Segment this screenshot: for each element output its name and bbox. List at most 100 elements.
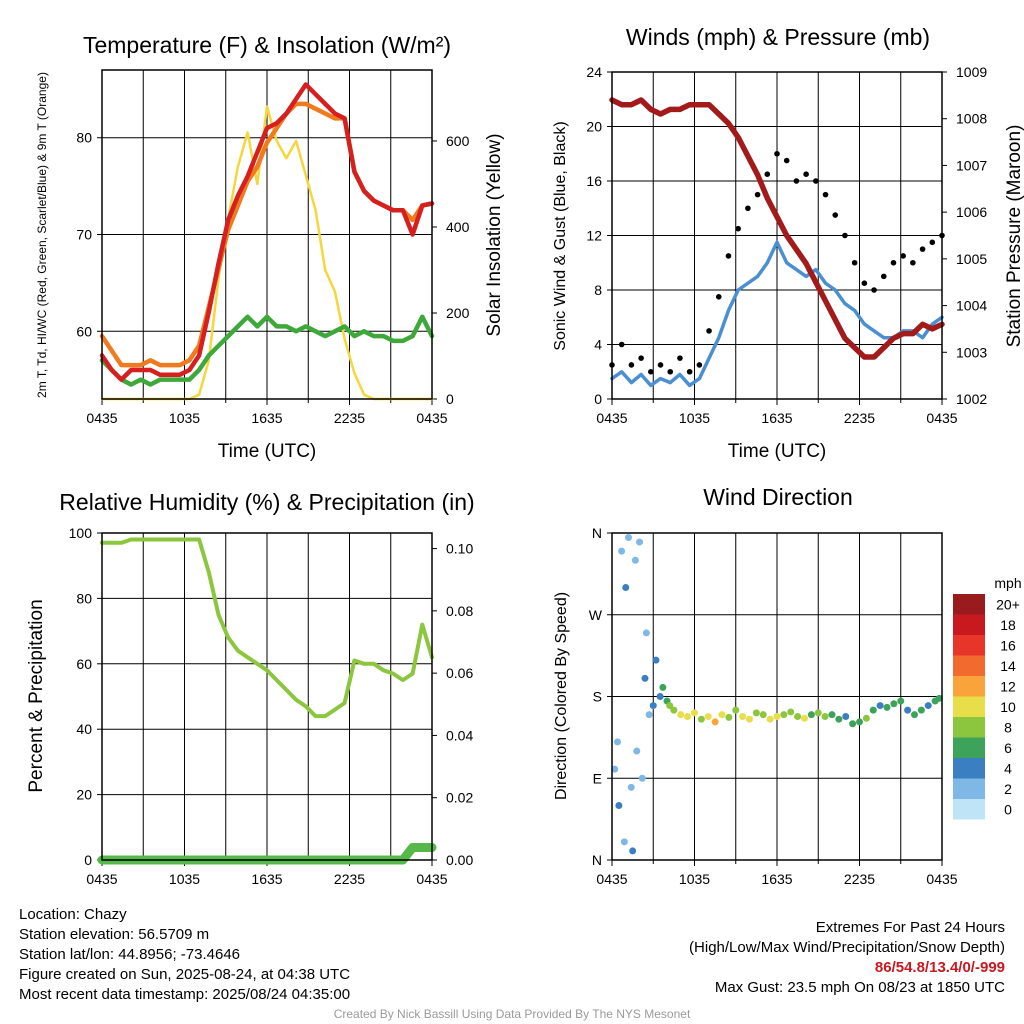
y-tick-label-right-0: 200 [446,305,470,321]
direction-point [615,802,623,809]
direction-point [904,706,912,714]
x-tick-label-2: 1635 [251,871,282,887]
figure-created: Figure created on Sun, 2025-08-24, at 04… [19,966,351,983]
gust-point [628,362,635,368]
legend-label: 0 [1004,801,1012,817]
y-tick-label-left-1: 8 [594,282,602,298]
x-tick-label-2: 1035 [169,871,200,887]
direction-point [627,783,635,791]
gust-point [880,273,887,280]
y-tick-label-right-0: 0 [446,391,454,407]
gust-point [919,246,926,252]
extremes-title: Extremes For Past 24 Hours [815,919,1005,936]
legend-label: 10 [1000,699,1016,715]
station-latlon: Station lat/lon: 44.8956; -73.4646 [19,946,241,963]
gust-point [677,355,683,361]
direction-point [924,702,932,710]
x-tick-label-0: 0435 [416,410,447,426]
legend-swatch [953,778,985,799]
y-tick-label-left-3: S [593,689,602,705]
y-tick-label-right-2: 0.08 [446,603,473,619]
direction-point [636,538,643,546]
x-tick-label-1: 2235 [844,410,875,426]
direction-point [684,712,692,720]
direction-point [642,629,650,637]
y-tick-label-left-3: W [589,607,603,623]
y-tick-label-left-1: 12 [586,228,602,244]
legend-label: 4 [1004,760,1012,776]
direction-point [883,703,891,711]
gust-point [871,287,877,293]
direction-point [773,712,781,720]
gust-point [648,368,654,375]
extremes-info: Extremes For Past 24 Hours (High/Low/Max… [689,918,1005,998]
direction-point [897,697,905,705]
direction-point [645,711,653,719]
y-tick-label-left-2: 100 [69,525,93,541]
chart-title-winds: Winds (mph) & Pressure (mb) [626,24,930,50]
legend-title: mph [994,575,1021,591]
legend-label: 16 [1000,637,1016,653]
y-tick-label-left-1: 0 [594,391,602,407]
y-axis-label-wind: Sonic Wind & Gust (Blue, Black) [552,121,569,350]
plot-frame-0 [101,69,433,400]
direction-point [814,709,822,717]
max-gust: Max Gust: 23.5 mph On 08/23 at 1850 UTC [714,979,1005,996]
series-line-relative-humidity [100,537,434,719]
y-tick-label-right-1: 1009 [956,64,987,80]
direction-point [835,715,843,723]
gust-point [822,191,829,198]
direction-point [620,838,628,846]
x-axis-label-temperature: Time (UTC) [218,441,317,462]
direction-point [652,656,660,664]
gust-point [706,328,712,334]
y-tick-label-right-1: 1008 [956,111,987,127]
direction-point [666,702,674,710]
gust-point [929,239,936,246]
direction-point [633,747,641,755]
y-axis-label-temperature: 2m T, Td, HI/WC (Red, Green, Scarlet/Blu… [35,72,49,398]
series-line-station-pressure [609,97,945,360]
y-tick-label-right-2: 0.02 [446,790,473,806]
y-tick-label-left-0: 60 [76,323,92,339]
legend-swatch [953,594,985,615]
direction-point [911,711,918,719]
direction-point [732,706,740,714]
y-tick-label-right-1: 1003 [956,344,987,360]
direction-point [842,712,850,720]
direction-point [917,706,925,714]
direction-point [677,711,685,719]
gust-point [900,253,906,259]
x-tick-label-1: 0435 [926,410,957,426]
direction-point [625,534,632,542]
y-tick-label-left-0: 80 [76,130,92,146]
x-tick-label-3: 0435 [596,871,627,887]
x-tick-label-3: 1035 [679,871,710,887]
direction-point [649,702,657,710]
extremes-values: 86/54.8/13.4/0/-999 [874,959,1005,976]
y-tick-label-left-3: N [592,852,602,868]
x-tick-label-1: 0435 [596,410,627,426]
gust-point [813,178,819,184]
y-tick-label-right-1: 1002 [956,391,987,407]
y-tick-label-left-3: N [592,525,602,541]
legend-label: 14 [1000,658,1016,674]
x-tick-label-2: 0435 [86,871,117,887]
y-tick-label-left-1: 16 [586,173,602,189]
gust-point [774,150,780,157]
direction-point [856,718,863,726]
y-tick-label-left-1: 4 [594,337,602,353]
gust-point [715,294,722,300]
y-tick-label-left-2: 40 [76,721,92,737]
legend-label: 8 [1004,719,1012,735]
x-tick-label-0: 2235 [334,410,365,426]
gust-point [793,178,800,184]
legend-swatch [953,614,985,635]
direction-point [718,711,726,719]
direction-point [711,718,719,726]
direction-point [890,700,898,708]
direction-point [766,715,774,723]
x-tick-label-2: 2235 [334,871,365,887]
direction-point [752,709,760,717]
y-tick-label-right-2: 0.04 [446,727,473,743]
